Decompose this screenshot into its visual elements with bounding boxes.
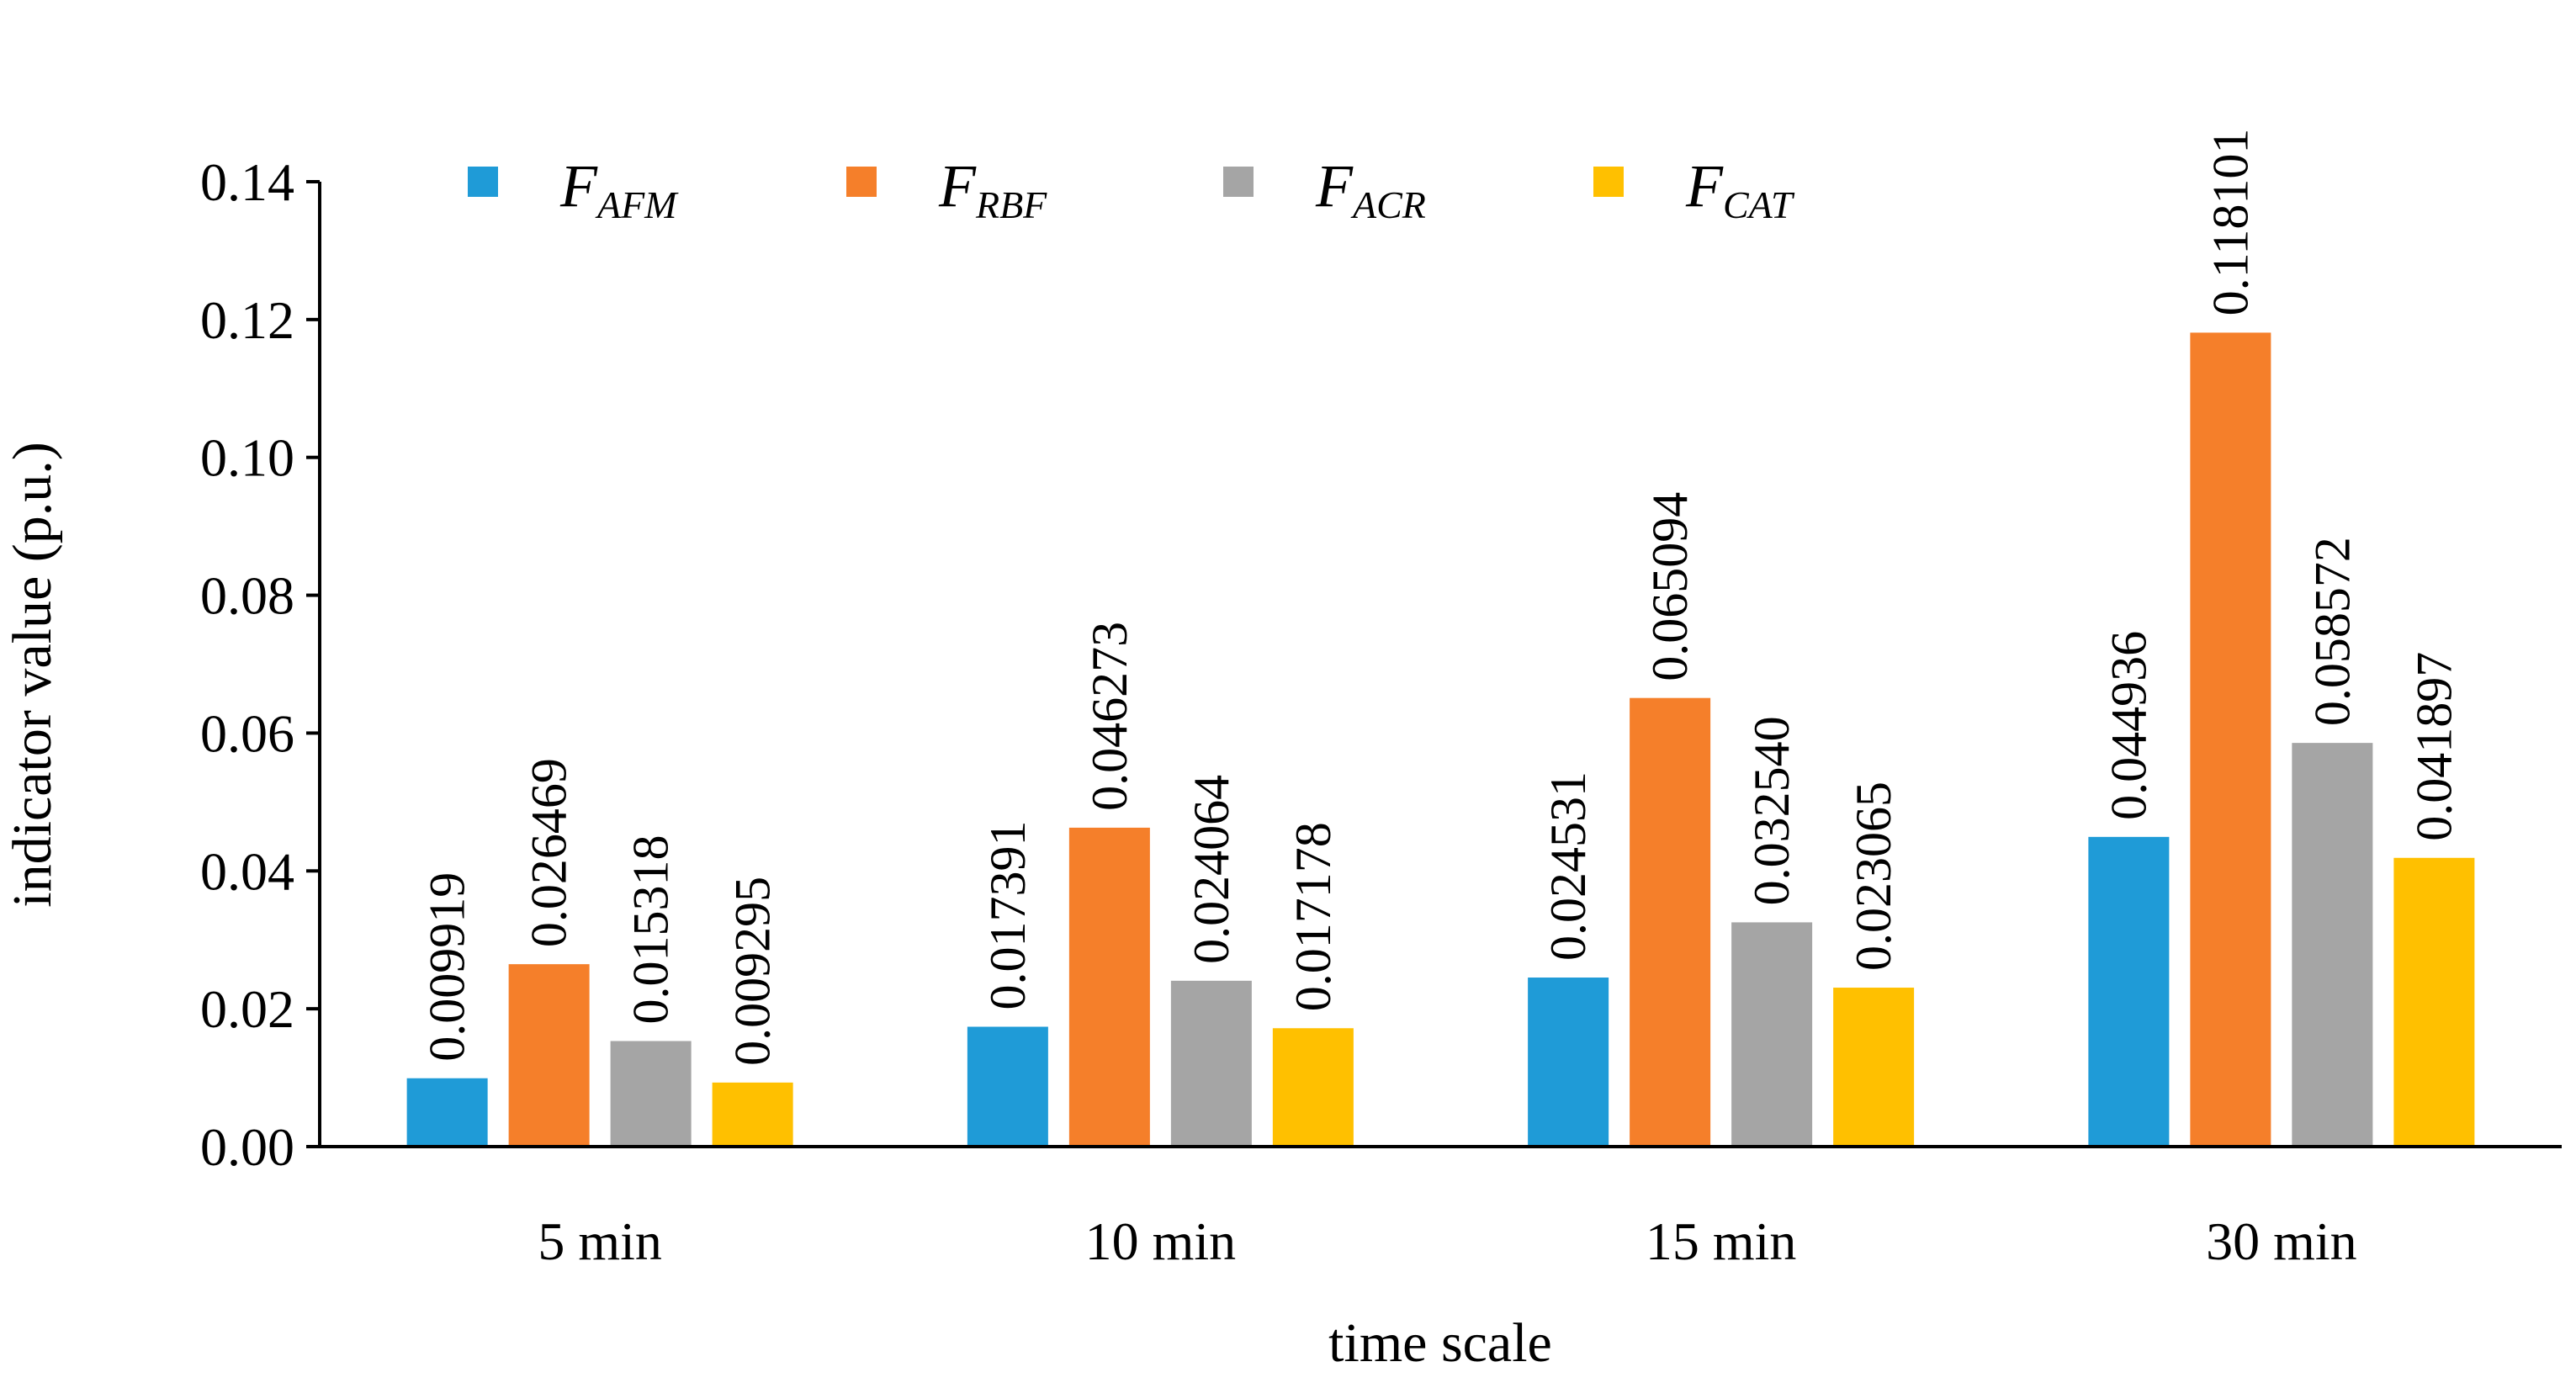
bar-acr [1170,980,1252,1147]
bar-afm [1528,978,1609,1147]
data-label: 0.009919 [420,872,475,1062]
data-label: 0.065094 [1642,492,1698,681]
data-label: 0.023065 [1846,782,1901,971]
legend-label-subscript: AFM [595,183,679,226]
y-tick-label: 0.10 [200,428,294,488]
legend-swatch-rbf [846,167,877,197]
bar-cat [1833,988,1915,1147]
bar-acr [2292,743,2373,1147]
bar-rbf [1068,827,1150,1147]
bars [406,332,2475,1147]
legend-label-subscript: ACR [1350,183,1426,226]
legend-label-main: F [1685,152,1724,220]
data-label: 0.026469 [522,758,577,947]
x-tick-label: 30 min [2206,1211,2357,1271]
y-tick-label: 0.02 [200,979,294,1039]
legend-label-main: F [1315,152,1354,220]
x-tick-label: 5 min [538,1211,662,1271]
bar-rbf [508,964,590,1147]
legend-label-rbf: FRBF [938,152,1047,226]
bar-rbf [2190,332,2271,1147]
data-label: 0.058572 [2304,537,2360,726]
legend-label-cat: FCAT [1685,152,1795,226]
data-label: 0.044936 [2101,631,2156,820]
data-labels: 0.009919 0.026469 0.015318 0.009295 0.017391… [420,129,2462,1066]
y-tick-label: 0.00 [200,1117,294,1177]
data-label: 0.009295 [725,877,781,1066]
bar-rbf [1630,697,1711,1147]
legend-label-subscript: RBF [975,183,1047,226]
data-label: 0.024531 [1540,771,1596,961]
legend-label-main: F [559,152,598,220]
legend: FAFM FRBF FACR FCAT [468,152,1795,226]
data-label: 0.015318 [623,835,679,1025]
bar-acr [1731,922,1813,1147]
y-tick-label: 0.08 [200,566,294,626]
legend-label-subscript: CAT [1723,183,1795,226]
bar-afm [2088,836,2170,1147]
legend-swatch-cat [1593,167,1624,197]
bar-cat [2393,857,2475,1147]
legend-label-main: F [938,152,977,220]
axes: 0.00 0.02 0.04 0.06 0.08 0.10 0.12 0.14 5 min 10 … [200,152,2562,1271]
y-tick-label: 0.14 [200,152,294,212]
bar-acr [610,1041,692,1147]
data-label: 0.017391 [980,821,1036,1010]
bar-cat [1272,1028,1354,1147]
bar-afm [967,1026,1048,1147]
legend-label-acr: FACR [1315,152,1426,226]
legend-swatch-acr [1223,167,1254,197]
x-axis-title: time scale [1328,1312,1552,1374]
data-label: 0.024064 [1184,775,1239,964]
data-label: 0.032540 [1744,716,1799,905]
data-label: 0.118101 [2202,129,2258,316]
data-label: 0.041897 [2406,652,2462,841]
x-tick-label: 10 min [1085,1211,1237,1271]
y-tick-label: 0.12 [200,290,294,350]
y-axis-title: indicator value (p.u.) [2,442,63,907]
y-tick-label: 0.04 [200,841,294,901]
legend-label-afm: FAFM [559,152,679,226]
data-label: 0.017178 [1285,822,1341,1011]
bar-afm [406,1078,488,1147]
legend-swatch-afm [468,167,498,197]
y-tick-label: 0.06 [200,703,294,763]
x-tick-label: 15 min [1646,1211,1797,1271]
bar-cat [712,1082,793,1147]
data-label: 0.046273 [1082,622,1137,811]
